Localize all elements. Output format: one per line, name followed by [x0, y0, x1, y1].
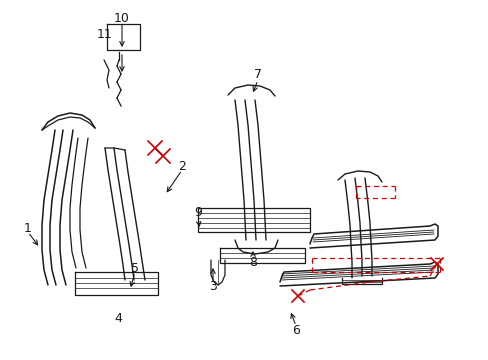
Text: 9: 9 [194, 207, 202, 220]
Text: 8: 8 [248, 256, 257, 269]
Text: 6: 6 [291, 324, 299, 337]
Text: 1: 1 [24, 221, 32, 234]
Text: 11: 11 [97, 27, 113, 40]
Text: 2: 2 [178, 159, 185, 172]
Text: 5: 5 [131, 261, 139, 274]
Text: 3: 3 [209, 280, 217, 293]
Text: 7: 7 [253, 68, 262, 81]
Text: 4: 4 [114, 311, 122, 324]
Text: 10: 10 [114, 12, 130, 24]
